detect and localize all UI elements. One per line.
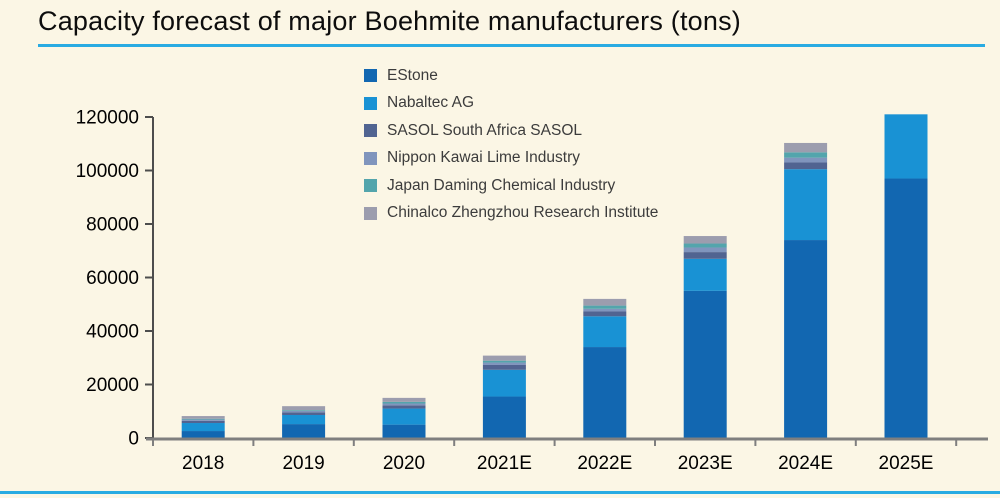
bar-segment [482,360,526,363]
legend-item: SASOL South Africa SASOL [364,117,658,145]
x-tick-label: 2022E [577,453,632,474]
bar-segment [181,418,225,420]
bar-segment [884,114,928,179]
chart-title: Capacity forecast of major Boehmite manu… [38,6,741,36]
x-tick-label: 2024E [778,453,833,474]
legend-swatch-icon [364,96,377,110]
bar-segment [282,406,326,411]
bar-segment [382,405,426,409]
bar-segment [683,258,727,291]
legend-swatch-icon [364,124,377,138]
bar-segment [282,410,326,413]
bar-segment [382,403,426,406]
bar-segment [282,414,326,425]
bar-segment [583,347,627,438]
bar-segment [282,424,326,438]
bar-segment [583,298,627,306]
legend-swatch-icon [364,151,377,165]
legend-item: Japan Daming Chemical Industry [364,172,658,200]
bar-segment [784,152,828,158]
x-tick-label: 2020 [383,453,425,474]
legend-item: EStone [364,62,658,90]
legend-swatch-icon [364,179,377,193]
bar-segment [784,157,828,163]
bar-segment [181,423,225,432]
bar-segment [583,305,627,309]
bar-segment [784,240,828,438]
bar-segment [683,236,727,244]
bar-segment [583,316,627,348]
x-tick-label: 2021E [477,453,532,474]
legend-label: Nabaltec AG [387,94,475,112]
legend-label: Chinalco Zhengzhou Research Institute [387,204,659,222]
bar-segment [482,355,526,361]
bar-segment [282,410,326,411]
x-tick-label: 2019 [282,453,324,474]
legend-item: Nabaltec AG [364,90,658,118]
x-tick-label: 2018 [182,453,224,474]
bar-segment [482,369,526,397]
x-tick-label: 2025E [879,453,934,474]
legend-label: Nippon Kawai Lime Industry [387,149,580,167]
bar-segment [181,419,225,421]
bar-segment [683,247,727,253]
y-tick-label: 120000 [76,108,139,129]
bar-segment [482,396,526,438]
bar-segment [683,290,727,438]
bar-segment [482,362,526,365]
legend-label: SASOL South Africa SASOL [387,121,582,139]
legend-label: EStone [387,66,438,84]
legend-swatch-icon [364,69,377,83]
legend: EStone Nabaltec AG SASOL South Africa SASO… [364,62,658,227]
bar-segment [382,397,426,402]
bottom-accent-line [0,491,1000,494]
bar-segment [482,364,526,370]
bar-segment [683,243,727,248]
legend-label: Japan Daming Chemical Industry [387,176,616,194]
legend-swatch-icon [364,206,377,220]
bar-segment [884,178,928,438]
legend-item: Nippon Kawai Lime Industry [364,145,658,173]
y-tick-label: 0 [128,429,139,450]
bar-segment [181,420,225,424]
y-tick-label: 40000 [86,322,139,343]
bar-segment [784,142,828,153]
y-tick-label: 20000 [86,375,139,396]
bar-segment [181,431,225,438]
bar-segment [382,401,426,404]
bar-segment [583,308,627,312]
x-tick-label: 2023E [678,453,733,474]
y-tick-label: 80000 [86,215,139,236]
bar-segment [583,311,627,317]
bar-segment [181,416,225,419]
legend-item: Chinalco Zhengzhou Research Institute [364,200,658,228]
bar-segment [683,252,727,259]
title-underline-accent [38,44,985,47]
bar-segment [382,408,426,425]
bar-segment [382,424,426,438]
bar-segment [784,169,828,241]
y-tick-label: 60000 [86,268,139,289]
y-tick-label: 100000 [76,161,139,182]
bar-segment [282,412,326,415]
bar-segment [784,162,828,170]
